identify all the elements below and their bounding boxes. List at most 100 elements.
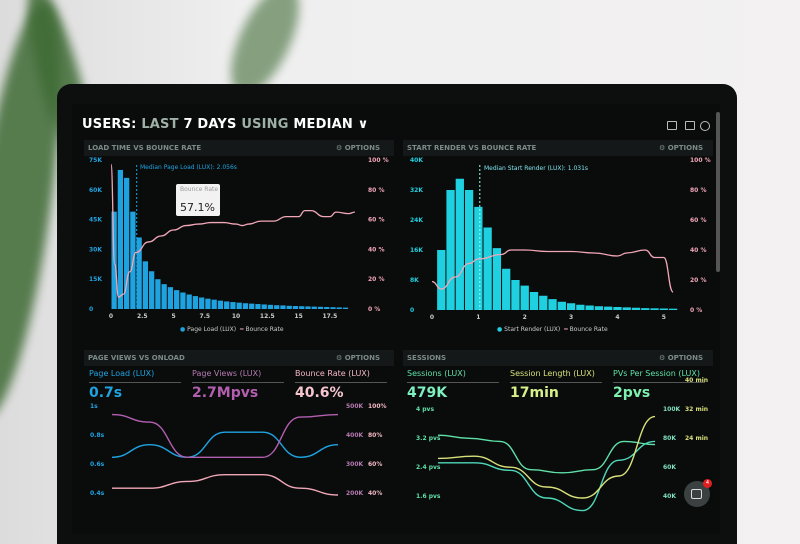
histogram-bar	[446, 190, 455, 310]
y2-tick-label: 40 %	[690, 247, 706, 254]
kpi-value: 40.6%	[295, 385, 344, 401]
x-tick-label: 0	[109, 313, 113, 320]
scrollbar[interactable]	[716, 112, 720, 272]
histogram-bar	[149, 271, 155, 309]
histogram-bar	[142, 261, 149, 309]
monitor-icon[interactable]	[667, 121, 677, 130]
histogram-bar	[511, 280, 520, 310]
options-button[interactable]: ⚙ OPTIONS	[658, 354, 703, 362]
histogram-bar	[502, 268, 511, 310]
histogram-bar	[267, 304, 274, 309]
chevron-down-icon[interactable]: ∨	[357, 117, 369, 132]
histogram-bar	[311, 306, 317, 309]
histogram-bar	[604, 306, 613, 310]
y2-tick-label: 100 %	[368, 157, 389, 164]
options-button[interactable]: ⚙ OPTIONS	[658, 144, 703, 152]
y-tick-label: 3.2 pvs	[416, 435, 441, 442]
histogram-bar	[117, 169, 124, 309]
x-tick-label: 5	[662, 314, 666, 321]
y-mid-tick-label: 300K	[346, 461, 364, 468]
y-tick-label: 0	[410, 307, 414, 314]
kpi-label: Page Views (LUX)	[192, 369, 262, 378]
y-tick-label: 0.6s	[90, 461, 105, 468]
y-right-tick-label: 32 min	[685, 406, 708, 413]
histogram-bar	[566, 303, 576, 310]
y2-tick-label: 80 %	[368, 187, 384, 194]
median-label: Median Start Render (LUX): 1.031s	[484, 165, 589, 172]
x-tick-label: 15	[294, 313, 302, 320]
histogram-bar	[217, 300, 224, 309]
histogram-bar	[520, 285, 529, 310]
render-legend: ● Start Render (LUX) ━ Bounce Rate	[497, 326, 608, 333]
y2-tick-label: 80 %	[690, 187, 706, 194]
sessions-panel-header: SESSIONS ⚙ OPTIONS	[403, 350, 713, 366]
render-panel-header: START RENDER VS BOUNCE RATE ⚙ OPTIONS	[403, 140, 713, 156]
page-title[interactable]: USERS: LAST 7 DAYS USING MEDIAN ∨	[82, 117, 369, 132]
series-line	[111, 413, 339, 458]
y-tick-label: 60K	[89, 187, 102, 194]
histogram-bar	[199, 297, 205, 309]
y-tick-label: 0	[89, 306, 93, 313]
notification-badge: 4	[703, 479, 712, 488]
histogram-bar	[167, 287, 174, 309]
kpi-label: PVs Per Session (LUX)	[613, 369, 701, 378]
histogram-bar	[330, 307, 336, 309]
y2-tick-label: 100 %	[690, 157, 711, 164]
histogram-bar	[161, 284, 167, 309]
histogram-bar	[292, 306, 299, 309]
histogram-bar	[305, 306, 311, 309]
x-tick-label: 17.5	[322, 313, 337, 320]
y-mid-tick-label: 100K	[663, 406, 681, 413]
x-tick-label: 4	[615, 314, 619, 321]
histogram-bar	[631, 307, 641, 310]
histogram-bar	[464, 190, 474, 310]
y2-tick-label: 60 %	[690, 217, 706, 224]
y-tick-label: 24K	[410, 217, 423, 224]
histogram-bar	[455, 178, 464, 310]
x-tick-label: 5	[171, 313, 175, 320]
kpi-value: 2.7Mpvs	[192, 385, 259, 401]
histogram-bar	[186, 294, 192, 309]
series-line	[437, 415, 656, 499]
histogram-bar	[242, 303, 249, 309]
median-label: Median Page Load (LUX): 2.056s	[140, 164, 237, 171]
histogram-bar	[483, 227, 492, 310]
pageviews-panel-header: PAGE VIEWS VS ONLOAD ⚙ OPTIONS	[84, 350, 394, 366]
histogram-bar	[576, 304, 585, 310]
x-tick-label: 1	[476, 314, 480, 321]
help-icon[interactable]	[700, 121, 710, 131]
y-tick-label: 0.8s	[90, 432, 105, 439]
histogram-bar	[236, 302, 242, 309]
y-tick-label: 1s	[90, 403, 98, 410]
series-line	[438, 440, 656, 512]
series-line	[111, 473, 339, 496]
histogram-bar	[342, 307, 349, 309]
histogram-bar	[594, 306, 604, 310]
options-button[interactable]: ⚙ OPTIONS	[335, 354, 380, 362]
y-mid-tick-label: 200K	[346, 490, 364, 497]
histogram-bar	[192, 296, 199, 309]
load-panel-header: LOAD TIME VS BOUNCE RATE ⚙ OPTIONS	[84, 140, 394, 156]
divider	[407, 382, 499, 383]
kpi-value: 2pvs	[613, 385, 651, 401]
chat-button[interactable]: 4	[684, 479, 712, 507]
options-button[interactable]: ⚙ OPTIONS	[335, 144, 380, 152]
kpi-value: 17min	[510, 385, 559, 401]
histogram-bar	[211, 299, 217, 309]
y-tick-label: 4 pvs	[416, 406, 434, 413]
y-tick-label: 45K	[89, 217, 102, 224]
y2-tick-label: 20 %	[690, 277, 706, 284]
histogram-bar	[336, 307, 342, 309]
x-tick-label: 3	[569, 314, 573, 321]
load-legend: ● Page Load (LUX) ━ Bounce Rate	[180, 326, 284, 333]
y-tick-label: 40K	[410, 157, 423, 164]
histogram-bar	[205, 298, 211, 309]
divider	[613, 382, 705, 383]
y-tick-label: 0.4s	[90, 490, 105, 497]
histogram-bar	[539, 295, 548, 310]
kpi-value: 0.7s	[89, 385, 123, 401]
share-icon[interactable]	[685, 121, 695, 130]
series-line	[437, 434, 656, 474]
y-mid-tick-label: 80K	[663, 435, 676, 442]
